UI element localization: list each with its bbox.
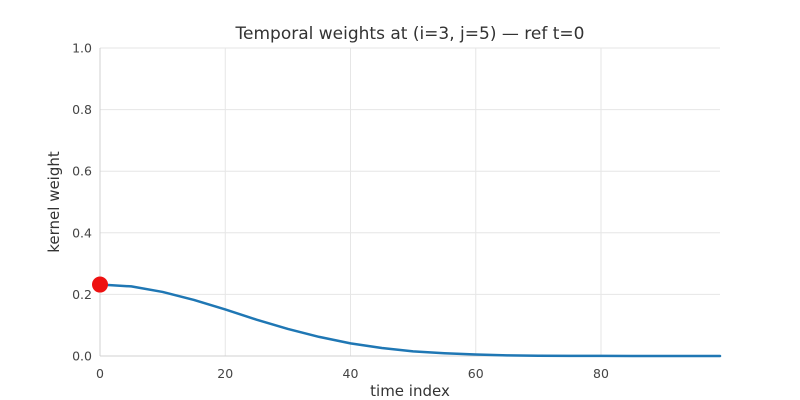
- x-tick-label: 60: [468, 366, 484, 381]
- reference-point-marker: [92, 276, 108, 293]
- grid-layer: [99, 47, 720, 357]
- y-axis-label: kernel weight: [45, 151, 63, 253]
- y-tick-label: 0.8: [72, 102, 92, 117]
- y-tick-label: 0.2: [72, 287, 92, 302]
- x-tick-label: 80: [593, 366, 609, 381]
- x-axis-label: time index: [370, 382, 450, 400]
- series-line: [98, 283, 722, 358]
- y-tick-label: 1.0: [72, 41, 92, 56]
- series-layer: [92, 276, 722, 358]
- y-tick-label: 0.6: [72, 164, 92, 179]
- x-tick-label: 0: [96, 366, 104, 381]
- y-tick-label: 0.4: [72, 225, 92, 240]
- y-tick-label: 0.0: [72, 349, 92, 364]
- tick-layer: 0 20 40 60 80 0.0 0.2 0.4 0.6 0.8 1.0: [72, 41, 609, 382]
- x-tick-label: 20: [217, 366, 233, 381]
- chart-title: Temporal weights at (i=3, j=5) — ref t=0: [235, 24, 585, 44]
- axis-layer: [99, 48, 720, 357]
- x-tick-label: 40: [343, 366, 359, 381]
